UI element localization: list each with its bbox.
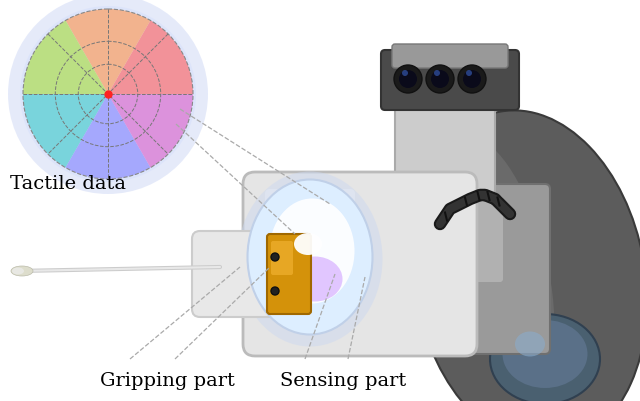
- Ellipse shape: [446, 138, 554, 381]
- Wedge shape: [108, 95, 193, 168]
- Circle shape: [466, 71, 472, 77]
- FancyBboxPatch shape: [437, 196, 503, 282]
- FancyBboxPatch shape: [267, 235, 311, 314]
- Circle shape: [426, 66, 454, 94]
- Circle shape: [458, 66, 486, 94]
- Text: Gripping part: Gripping part: [100, 371, 235, 389]
- Ellipse shape: [248, 180, 372, 335]
- Ellipse shape: [502, 320, 588, 388]
- Wedge shape: [23, 21, 108, 95]
- Circle shape: [463, 71, 481, 89]
- Ellipse shape: [287, 257, 342, 302]
- Ellipse shape: [490, 314, 600, 401]
- Circle shape: [8, 0, 208, 194]
- FancyBboxPatch shape: [271, 241, 293, 275]
- FancyBboxPatch shape: [243, 172, 477, 356]
- Circle shape: [399, 71, 417, 89]
- FancyBboxPatch shape: [425, 184, 550, 354]
- Circle shape: [394, 66, 422, 94]
- Wedge shape: [108, 21, 193, 95]
- FancyBboxPatch shape: [395, 90, 495, 200]
- Ellipse shape: [12, 268, 24, 275]
- Ellipse shape: [413, 111, 640, 401]
- FancyBboxPatch shape: [392, 45, 508, 69]
- Ellipse shape: [515, 332, 545, 356]
- Ellipse shape: [269, 199, 355, 304]
- Circle shape: [271, 253, 279, 261]
- Circle shape: [431, 71, 449, 89]
- Ellipse shape: [11, 266, 33, 276]
- Circle shape: [20, 7, 196, 182]
- Circle shape: [402, 71, 408, 77]
- FancyBboxPatch shape: [192, 231, 333, 317]
- FancyBboxPatch shape: [265, 190, 355, 269]
- Text: Tactile data: Tactile data: [10, 174, 126, 192]
- Wedge shape: [65, 95, 150, 180]
- Ellipse shape: [237, 172, 383, 346]
- Wedge shape: [65, 10, 150, 95]
- Text: Sensing part: Sensing part: [280, 371, 406, 389]
- Circle shape: [271, 287, 279, 295]
- Wedge shape: [23, 95, 108, 168]
- Ellipse shape: [294, 233, 322, 255]
- Circle shape: [434, 71, 440, 77]
- FancyBboxPatch shape: [381, 51, 519, 111]
